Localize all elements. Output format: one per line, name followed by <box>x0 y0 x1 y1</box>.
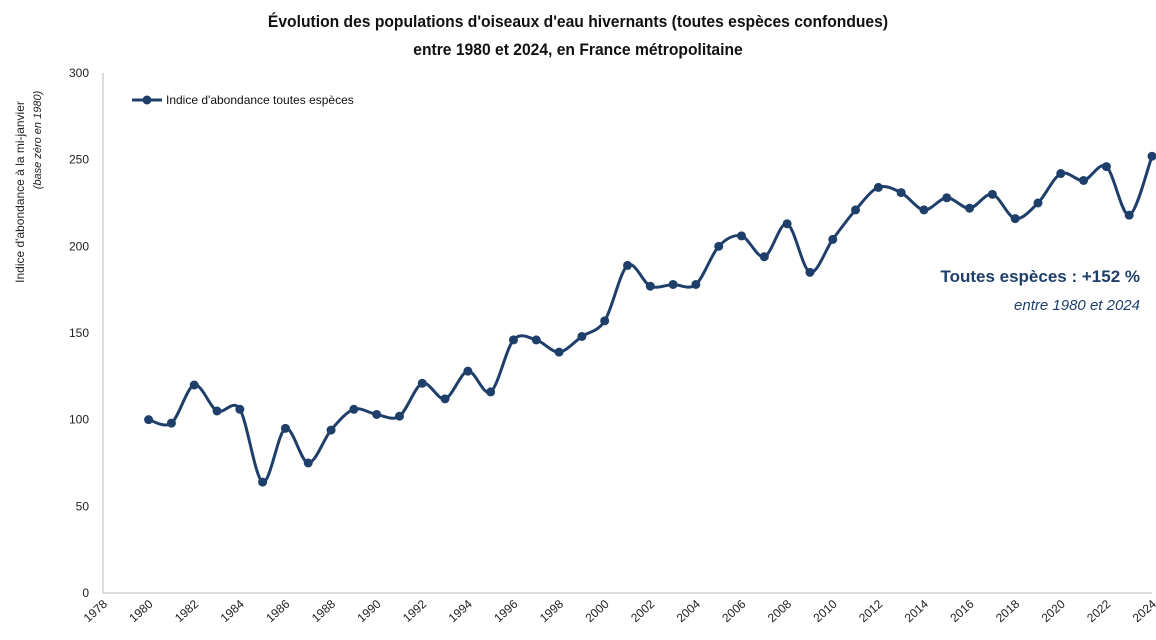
y-tick-label: 300 <box>69 66 89 80</box>
data-point <box>645 281 655 291</box>
data-point <box>896 188 906 198</box>
x-tick-label: 2014 <box>902 597 931 625</box>
x-tick-label: 2024 <box>1130 597 1156 625</box>
data-point <box>554 347 564 357</box>
data-point <box>349 404 359 414</box>
x-tick-label: 2010 <box>811 597 840 625</box>
y-tick-label: 50 <box>76 499 90 513</box>
y-axis-ticks: 0 50 100 150 200 250 300 <box>69 66 89 600</box>
data-point <box>828 234 838 244</box>
legend-label: Indice d'abondance toutes espèces <box>166 93 354 107</box>
x-tick-label: 2006 <box>719 597 748 625</box>
data-point <box>463 366 473 376</box>
data-point <box>417 378 427 388</box>
data-point <box>486 387 496 397</box>
data-point <box>1101 162 1111 172</box>
y-tick-label: 250 <box>69 153 89 167</box>
data-point <box>144 415 154 425</box>
x-tick-label: 1980 <box>126 597 155 625</box>
y-tick-label: 100 <box>69 413 89 427</box>
data-point <box>280 423 290 433</box>
data-point <box>394 411 404 421</box>
x-tick-label: 2020 <box>1039 597 1068 625</box>
data-point <box>942 193 952 203</box>
data-point <box>1124 210 1134 220</box>
data-point <box>1079 175 1089 185</box>
data-point <box>577 331 587 341</box>
data-point <box>691 279 701 289</box>
y-axis-label: Indice d'abondance à la mi-janvier <box>13 101 27 283</box>
annotation-total-change: Toutes espèces : +152 % <box>940 267 1140 286</box>
y-tick-label: 0 <box>82 586 89 600</box>
legend-marker <box>142 95 152 105</box>
x-tick-label: 2002 <box>628 597 657 625</box>
x-axis-ticks: 1978 1980 1982 1984 1986 1988 1990 1992 1994 1996… <box>81 597 1156 625</box>
data-point <box>508 335 518 345</box>
data-point <box>873 182 883 192</box>
data-point <box>623 260 632 270</box>
x-tick-label: 2022 <box>1084 597 1113 625</box>
data-point <box>1056 169 1066 179</box>
data-point <box>714 241 724 251</box>
legend: Indice d'abondance toutes espèces <box>132 93 354 107</box>
y-axis-label-note: (base zéro en 1980) <box>32 90 44 189</box>
data-point <box>212 406 222 416</box>
x-tick-label: 2004 <box>674 597 703 625</box>
data-point <box>372 409 382 419</box>
x-tick-label: 1992 <box>400 597 429 625</box>
x-tick-label: 1986 <box>263 597 292 625</box>
x-tick-label: 2012 <box>856 597 885 625</box>
data-point <box>1147 151 1156 161</box>
x-tick-label: 2008 <box>765 597 794 625</box>
y-tick-label: 150 <box>69 326 89 340</box>
data-point <box>668 279 678 289</box>
axes <box>102 73 1152 594</box>
x-tick-label: 1994 <box>446 597 475 625</box>
data-point <box>919 205 929 215</box>
data-point <box>1033 198 1043 208</box>
x-tick-label: 2000 <box>582 597 611 625</box>
data-point <box>258 477 268 487</box>
data-point <box>189 380 199 390</box>
data-point <box>166 418 176 428</box>
data-point <box>600 316 610 326</box>
x-tick-label: 1996 <box>491 597 520 625</box>
y-tick-label: 200 <box>69 239 89 253</box>
x-tick-label: 2016 <box>947 597 976 625</box>
data-point <box>782 219 792 229</box>
x-tick-label: 1984 <box>218 597 247 625</box>
data-point <box>235 404 245 414</box>
data-point <box>805 267 815 277</box>
chart-subtitle: entre 1980 et 2024, en France métropolit… <box>413 40 743 59</box>
data-point <box>303 458 313 468</box>
data-point <box>531 335 541 345</box>
data-point <box>987 189 997 199</box>
data-point <box>1010 214 1020 224</box>
series-line <box>148 155 1154 484</box>
x-tick-label: 1988 <box>309 597 338 625</box>
x-tick-label: 2018 <box>993 597 1022 625</box>
data-point <box>851 205 861 215</box>
annotation-period: entre 1980 et 2024 <box>1014 297 1140 314</box>
data-point <box>326 425 336 435</box>
x-tick-label: 1990 <box>354 597 383 625</box>
x-tick-label: 1998 <box>537 597 566 625</box>
data-point <box>440 394 450 404</box>
x-tick-label: 1978 <box>81 597 110 625</box>
data-point <box>965 203 975 213</box>
x-tick-label: 1982 <box>172 597 201 625</box>
data-point <box>737 231 747 241</box>
series-group <box>144 151 1156 487</box>
chart-title: Évolution des populations d'oiseaux d'ea… <box>267 12 889 31</box>
data-point <box>759 252 769 262</box>
